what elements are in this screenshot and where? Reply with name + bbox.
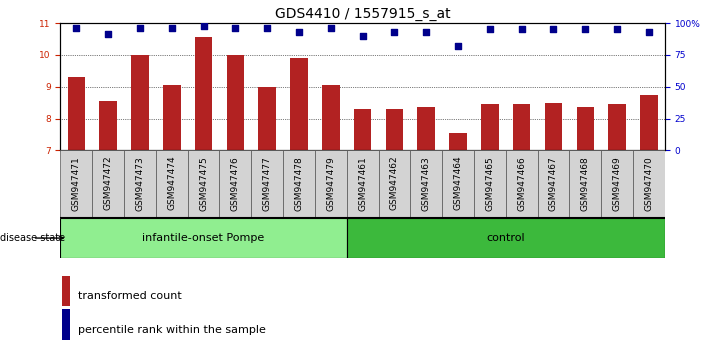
Bar <box>60 218 347 258</box>
Text: GSM947472: GSM947472 <box>104 156 112 211</box>
Bar <box>251 150 283 218</box>
Point <box>516 27 528 32</box>
Point <box>294 29 305 35</box>
Bar <box>570 150 602 218</box>
Bar <box>513 104 530 150</box>
Bar <box>449 133 467 150</box>
Bar <box>92 150 124 218</box>
Text: GSM947465: GSM947465 <box>486 156 494 211</box>
Bar <box>195 37 213 150</box>
Bar <box>156 150 188 218</box>
Point <box>134 25 146 31</box>
Bar <box>410 150 442 218</box>
Bar <box>220 150 251 218</box>
Text: GSM947463: GSM947463 <box>422 156 431 211</box>
Bar <box>417 108 435 150</box>
Text: GSM947462: GSM947462 <box>390 156 399 211</box>
Point <box>484 27 496 32</box>
Point <box>102 32 114 37</box>
Bar <box>506 150 538 218</box>
Text: GSM947471: GSM947471 <box>72 156 81 211</box>
Point <box>325 25 336 31</box>
Bar <box>315 150 347 218</box>
Bar <box>347 150 378 218</box>
Bar <box>188 150 220 218</box>
Bar <box>538 150 570 218</box>
Bar <box>577 108 594 150</box>
Bar <box>347 218 665 258</box>
Bar <box>322 85 340 150</box>
Point <box>452 43 464 49</box>
Text: GSM947478: GSM947478 <box>294 156 304 211</box>
Point <box>166 25 178 31</box>
Text: GSM947464: GSM947464 <box>454 156 463 211</box>
Bar <box>132 55 149 150</box>
Bar <box>290 58 308 150</box>
Point <box>643 29 655 35</box>
Text: GSM947468: GSM947468 <box>581 156 589 211</box>
Bar <box>545 103 562 150</box>
Point <box>547 27 559 32</box>
Point <box>230 25 241 31</box>
Bar <box>68 77 85 150</box>
Point <box>262 25 273 31</box>
Text: GSM947473: GSM947473 <box>136 156 144 211</box>
Bar <box>474 150 506 218</box>
Point <box>420 29 432 35</box>
Bar <box>60 150 92 218</box>
Text: GSM947467: GSM947467 <box>549 156 558 211</box>
Text: GSM947466: GSM947466 <box>517 156 526 211</box>
Bar <box>283 150 315 218</box>
Bar <box>633 150 665 218</box>
Text: control: control <box>486 233 525 243</box>
Point <box>611 27 623 32</box>
Text: GSM947475: GSM947475 <box>199 156 208 211</box>
Point <box>70 25 82 31</box>
Point <box>389 29 400 35</box>
Title: GDS4410 / 1557915_s_at: GDS4410 / 1557915_s_at <box>274 7 451 21</box>
Bar <box>227 55 244 150</box>
Text: GSM947461: GSM947461 <box>358 156 367 211</box>
Text: GSM947470: GSM947470 <box>644 156 653 211</box>
Text: GSM947477: GSM947477 <box>262 156 272 211</box>
Text: disease state: disease state <box>0 233 65 243</box>
Bar <box>442 150 474 218</box>
Text: GSM947469: GSM947469 <box>613 156 621 211</box>
Bar <box>385 109 403 150</box>
Point <box>198 23 209 28</box>
Bar <box>640 95 658 150</box>
Bar <box>354 109 371 150</box>
Text: percentile rank within the sample: percentile rank within the sample <box>78 325 266 335</box>
Bar <box>124 150 156 218</box>
Text: GSM947476: GSM947476 <box>231 156 240 211</box>
Bar <box>63 309 70 340</box>
Text: transformed count: transformed count <box>78 291 182 301</box>
Bar <box>609 104 626 150</box>
Bar <box>481 104 498 150</box>
Bar <box>163 85 181 150</box>
Point <box>357 33 368 39</box>
Point <box>579 27 591 32</box>
Bar <box>378 150 410 218</box>
Bar <box>100 101 117 150</box>
Text: GSM947474: GSM947474 <box>167 156 176 211</box>
Text: GSM947479: GSM947479 <box>326 156 336 211</box>
Bar <box>258 87 276 150</box>
Bar <box>63 275 70 306</box>
Bar <box>602 150 633 218</box>
Text: infantile-onset Pompe: infantile-onset Pompe <box>142 233 264 243</box>
